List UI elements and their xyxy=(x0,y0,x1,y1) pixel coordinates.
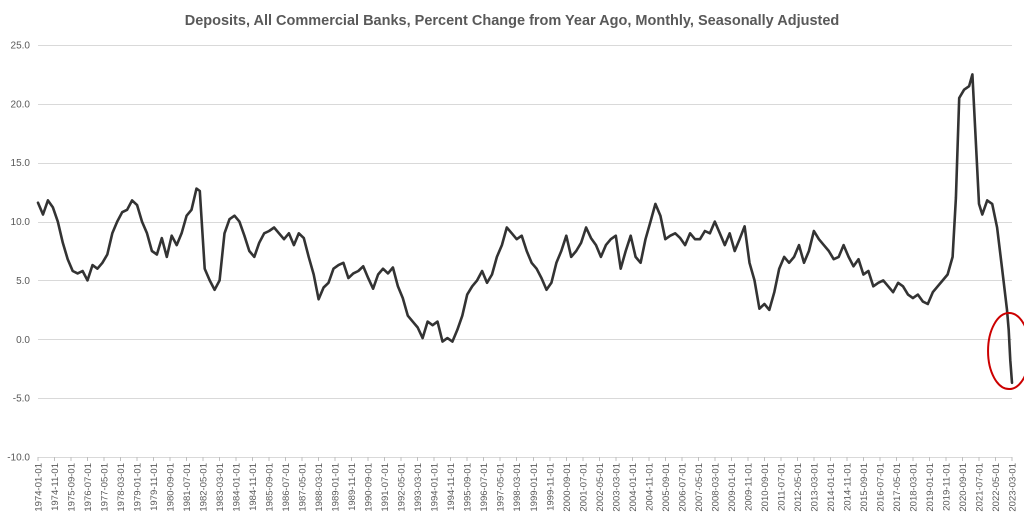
x-tick-label: 2014-11-01 xyxy=(842,463,853,511)
x-tick-label: 2019-11-01 xyxy=(941,463,952,511)
x-tick-label: 1974-11-01 xyxy=(50,463,61,511)
x-tick-label: 1989-11-01 xyxy=(347,463,358,511)
x-tick-label: 2022-05-01 xyxy=(991,463,1002,512)
y-tick-label: -10.0 xyxy=(7,453,30,464)
highlight-ellipse xyxy=(987,312,1024,391)
x-tick-label: 2015-09-01 xyxy=(859,463,870,512)
x-tick-label: 2007-05-01 xyxy=(694,463,705,512)
x-tick-label: 2017-05-01 xyxy=(892,463,903,512)
x-tick-label: 2011-07-01 xyxy=(776,463,787,511)
x-tick-label: 2012-05-01 xyxy=(793,463,804,512)
y-tick-label: 10.0 xyxy=(11,217,31,228)
gridlines xyxy=(38,45,1012,458)
x-tick-label: 2016-07-01 xyxy=(875,463,886,512)
y-tick-label: 20.0 xyxy=(11,99,31,110)
deposits-series-line xyxy=(36,73,1014,385)
x-tick-label: 1981-07-01 xyxy=(182,463,193,512)
x-tick-label: 1985-09-01 xyxy=(265,463,276,512)
x-tick-label: 2009-11-01 xyxy=(743,463,754,511)
x-tick-label: 1992-05-01 xyxy=(397,463,408,512)
x-tick-label: 2010-09-01 xyxy=(760,463,771,512)
x-tick-label: 1988-03-01 xyxy=(314,463,325,512)
y-axis-tick-labels: 25.0 20.0 15.0 10.0 5.0 0.0 -5.0 -10.0 xyxy=(7,41,30,464)
x-tick-label: 1975-09-01 xyxy=(67,463,78,512)
x-tick-label: 2004-11-01 xyxy=(644,463,655,511)
x-tick-label: 2023-03-01 xyxy=(1008,463,1019,512)
x-tick-label: 1980-09-01 xyxy=(166,463,177,512)
x-tick-label: 1976-07-01 xyxy=(83,463,94,512)
x-tick-label: 1984-11-01 xyxy=(248,463,259,511)
x-tick-label: 1986-07-01 xyxy=(281,463,292,512)
x-tick-label: 2019-01-01 xyxy=(925,463,936,512)
y-tick-label: -5.0 xyxy=(13,394,31,405)
x-tick-label: 1983-03-01 xyxy=(215,463,226,512)
x-tick-label: 2013-03-01 xyxy=(809,463,820,512)
x-tick-label: 2021-07-01 xyxy=(974,463,985,512)
y-tick-label: 25.0 xyxy=(11,41,31,52)
x-tick-label: 1999-11-01 xyxy=(545,463,556,511)
y-tick-label: 15.0 xyxy=(11,158,31,169)
x-tick-label: 2020-09-01 xyxy=(958,463,969,512)
x-tick-label: 2014-01-01 xyxy=(826,463,837,512)
x-tick-label: 2001-07-01 xyxy=(578,463,589,512)
x-tick-label: 1979-11-01 xyxy=(149,463,160,511)
x-tick-label: 2018-03-01 xyxy=(908,463,919,512)
x-tick-label: 1982-05-01 xyxy=(199,463,210,512)
x-tick-label: 1993-03-01 xyxy=(413,463,424,512)
x-tick-label: 1994-01-01 xyxy=(430,463,441,512)
chart-title: Deposits, All Commercial Banks, Percent … xyxy=(185,13,840,29)
y-tick-label: 5.0 xyxy=(16,276,30,287)
x-tick-label: 2006-07-01 xyxy=(677,463,688,512)
x-tick-label: 1998-03-01 xyxy=(512,463,523,512)
x-tick-label: 1997-05-01 xyxy=(496,463,507,512)
x-tick-label: 2005-09-01 xyxy=(661,463,672,512)
x-tick-label: 1995-09-01 xyxy=(463,463,474,512)
x-tick-label: 2008-03-01 xyxy=(710,463,721,512)
x-tick-label: 2009-01-01 xyxy=(727,463,738,512)
x-tick-label: 1987-05-01 xyxy=(298,463,309,512)
x-tick-label: 1977-05-01 xyxy=(100,463,111,512)
x-tick-label: 1991-07-01 xyxy=(380,463,391,512)
x-tick-label: 1979-01-01 xyxy=(133,463,144,512)
x-tick-label: 1989-01-01 xyxy=(331,463,342,512)
x-axis-tick-labels: 1974-01-01 1974-11-01 1975-09-01 1976-07-01… xyxy=(34,457,1019,512)
x-tick-label: 2000-09-01 xyxy=(562,463,573,512)
x-tick-label: 1978-03-01 xyxy=(116,463,127,512)
y-tick-label: 0.0 xyxy=(16,335,30,346)
x-tick-label: 2004-01-01 xyxy=(628,463,639,512)
x-tick-label: 1974-01-01 xyxy=(34,463,45,512)
x-tick-label: 2002-05-01 xyxy=(595,463,606,512)
x-tick-label: 1996-07-01 xyxy=(479,463,490,512)
x-tick-label: 1999-01-01 xyxy=(529,463,540,512)
x-tick-label: 1984-01-01 xyxy=(232,463,243,512)
x-tick-label: 1990-09-01 xyxy=(364,463,375,512)
x-tick-label: 2003-03-01 xyxy=(611,463,622,512)
x-tick-label: 1994-11-01 xyxy=(446,463,457,511)
